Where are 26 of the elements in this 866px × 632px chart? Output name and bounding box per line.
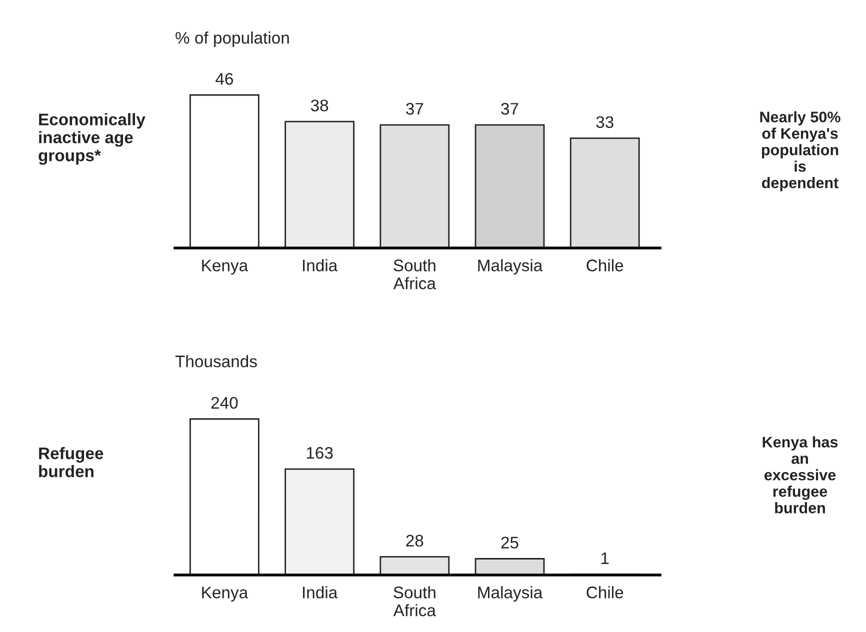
data-label: 240 bbox=[211, 396, 238, 409]
data-label: 33 bbox=[596, 116, 614, 128]
x-tick-label: Malaysia bbox=[478, 259, 543, 275]
x-tick-label: India bbox=[303, 259, 338, 272]
data-label: 28 bbox=[406, 534, 424, 547]
data-label: 163 bbox=[306, 447, 333, 459]
chart-subtitle: % of population bbox=[176, 32, 289, 48]
y-axis-title: Refugee burden bbox=[39, 446, 104, 478]
x-tick-label: South Africa bbox=[393, 259, 436, 290]
x-tick-label: India bbox=[303, 586, 338, 598]
x-tick-label: Chile bbox=[586, 586, 624, 598]
text: Nearly 50% of Kenya's population is dependent bbox=[760, 111, 840, 192]
data-label: 1 bbox=[601, 552, 609, 564]
x-tick-label: Kenya bbox=[202, 260, 248, 275]
chart-subtitle: Thousands bbox=[175, 355, 257, 368]
data-label: 46 bbox=[216, 72, 233, 85]
x-tick-label: Kenya bbox=[202, 586, 248, 602]
data-label: 37 bbox=[501, 102, 518, 115]
text: Kenya has an excessive refugee burden bbox=[762, 436, 838, 514]
x-tick-label: Malaysia bbox=[478, 586, 543, 602]
data-label: 37 bbox=[406, 102, 424, 115]
x-tick-label: Chile bbox=[586, 259, 624, 272]
y-axis-title: Economically inactive age groups* bbox=[38, 113, 146, 165]
data-label: 38 bbox=[310, 100, 328, 112]
x-tick-label: South Africa bbox=[393, 586, 436, 616]
data-label: 25 bbox=[501, 536, 518, 549]
